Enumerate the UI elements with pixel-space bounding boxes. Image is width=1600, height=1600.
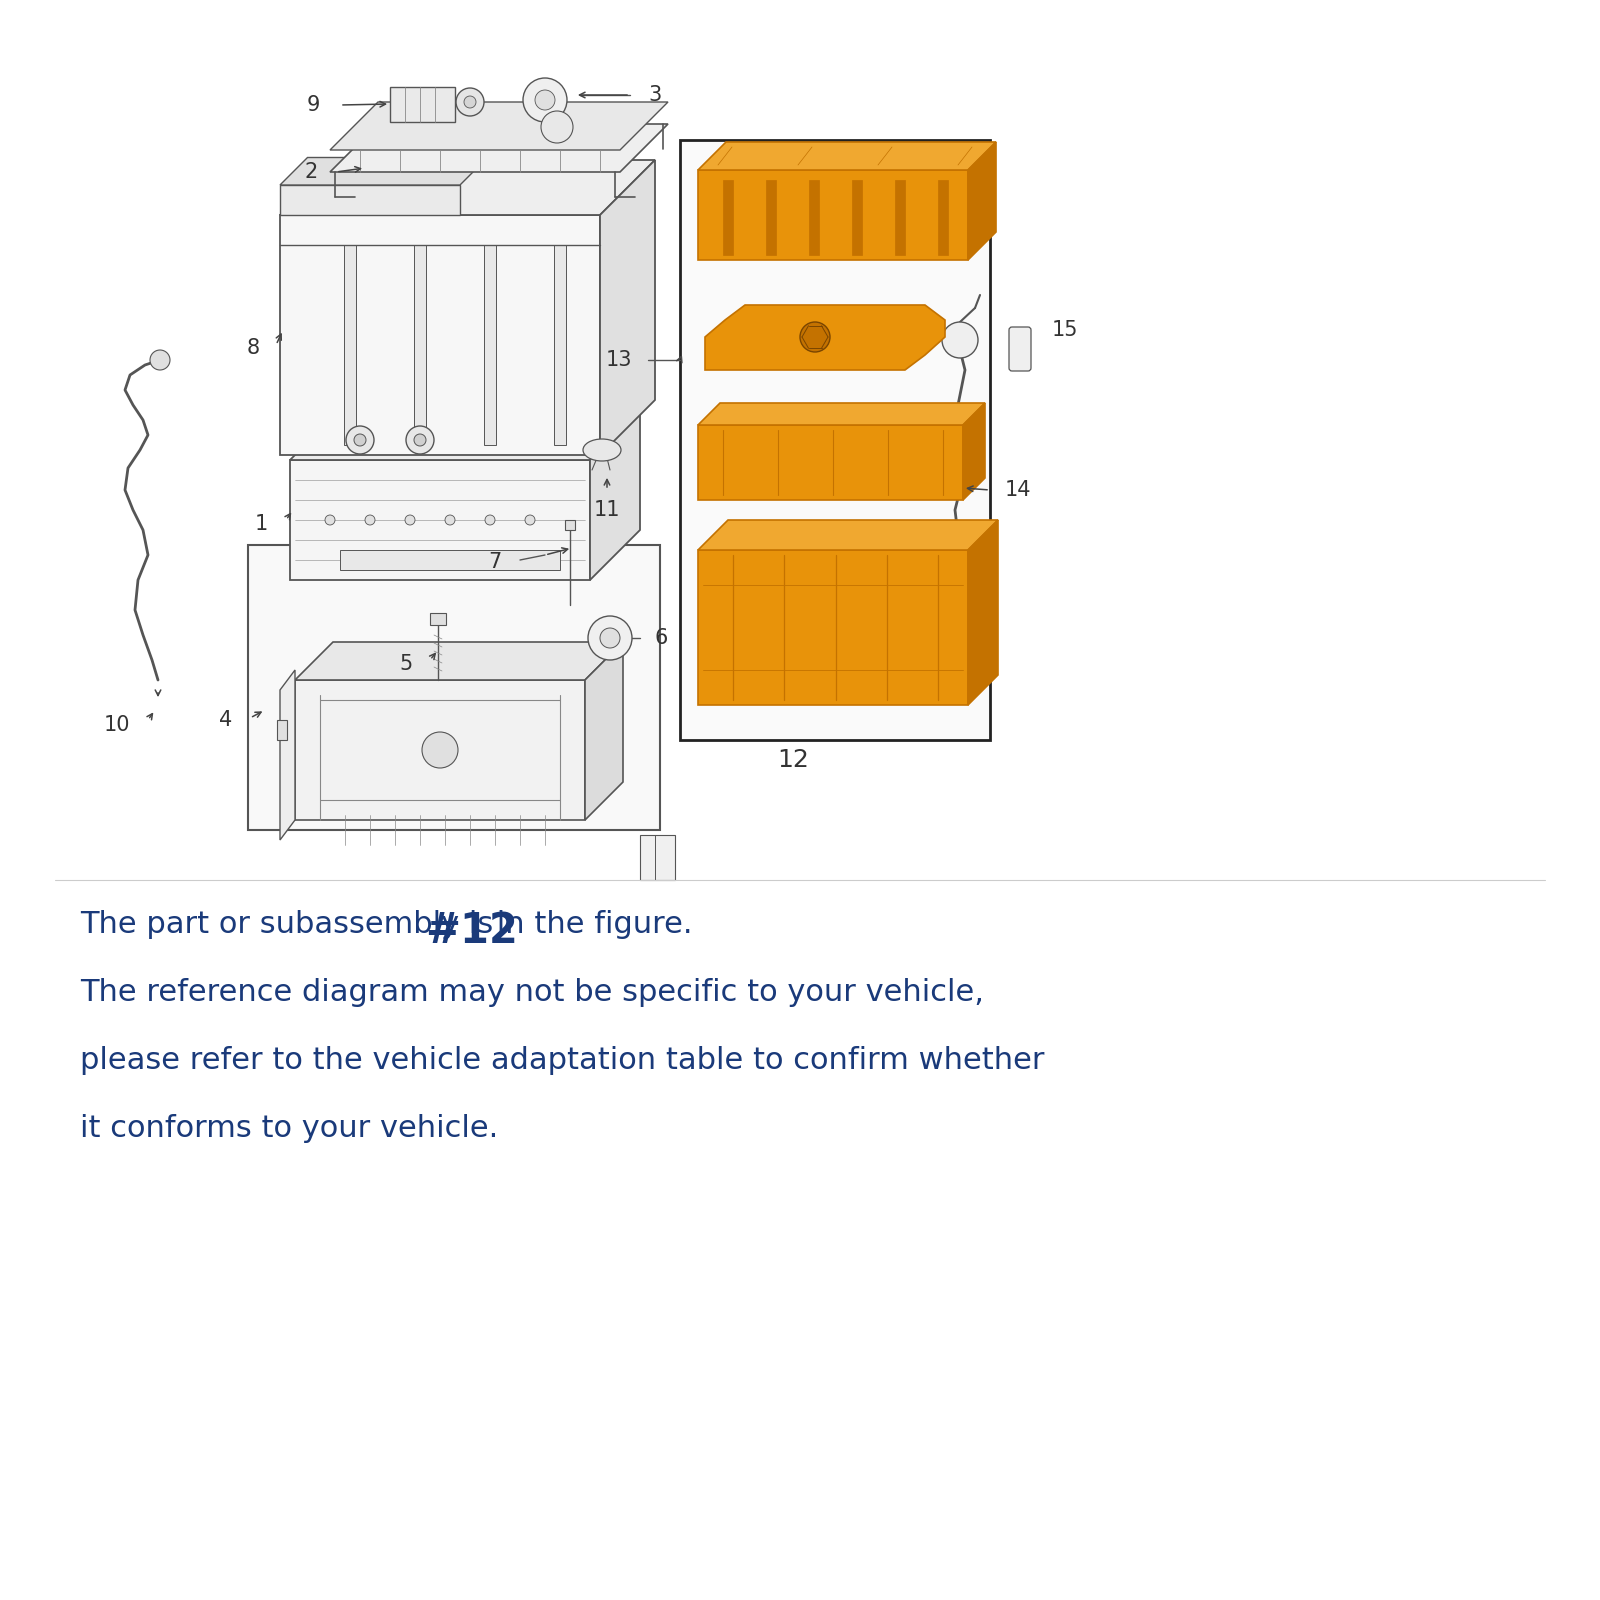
Circle shape <box>445 515 454 525</box>
Polygon shape <box>414 245 426 445</box>
Polygon shape <box>280 160 654 214</box>
Polygon shape <box>963 403 986 499</box>
Circle shape <box>406 426 434 454</box>
Circle shape <box>800 322 830 352</box>
Polygon shape <box>698 426 963 499</box>
Circle shape <box>354 434 366 446</box>
Polygon shape <box>938 179 947 254</box>
Text: 4: 4 <box>219 710 232 730</box>
Polygon shape <box>894 179 906 254</box>
Circle shape <box>325 515 334 525</box>
Polygon shape <box>294 642 622 680</box>
Polygon shape <box>706 306 946 370</box>
Polygon shape <box>698 520 998 550</box>
Circle shape <box>589 616 632 659</box>
Polygon shape <box>766 179 776 254</box>
Polygon shape <box>280 157 488 186</box>
Circle shape <box>523 78 566 122</box>
Polygon shape <box>640 835 675 880</box>
Text: 2: 2 <box>304 162 318 182</box>
Polygon shape <box>280 214 600 454</box>
Polygon shape <box>600 160 654 454</box>
Text: The reference diagram may not be specific to your vehicle,: The reference diagram may not be specifi… <box>80 978 984 1006</box>
Text: 1: 1 <box>254 514 269 534</box>
Text: 5: 5 <box>400 654 413 674</box>
Polygon shape <box>280 670 294 840</box>
Ellipse shape <box>582 438 621 461</box>
Polygon shape <box>248 546 661 830</box>
Circle shape <box>414 434 426 446</box>
Text: 7: 7 <box>488 552 502 573</box>
Text: 12: 12 <box>778 749 810 773</box>
Circle shape <box>365 515 374 525</box>
Polygon shape <box>483 245 496 445</box>
Circle shape <box>346 426 374 454</box>
Polygon shape <box>590 410 640 579</box>
Circle shape <box>405 515 414 525</box>
Polygon shape <box>277 720 286 739</box>
Circle shape <box>464 96 477 109</box>
Text: it conforms to your vehicle.: it conforms to your vehicle. <box>80 1114 498 1142</box>
Polygon shape <box>851 179 862 254</box>
Text: 14: 14 <box>1005 480 1032 499</box>
Polygon shape <box>290 410 640 461</box>
Text: 3: 3 <box>648 85 661 106</box>
Polygon shape <box>344 245 355 445</box>
Polygon shape <box>698 142 995 170</box>
Polygon shape <box>723 179 733 254</box>
Circle shape <box>942 322 978 358</box>
Polygon shape <box>698 403 986 426</box>
Circle shape <box>534 90 555 110</box>
FancyBboxPatch shape <box>565 520 574 530</box>
Polygon shape <box>698 170 968 259</box>
Polygon shape <box>330 102 669 150</box>
Polygon shape <box>280 186 461 214</box>
Polygon shape <box>810 179 819 254</box>
Polygon shape <box>698 550 968 706</box>
Text: 10: 10 <box>104 715 130 734</box>
Text: 15: 15 <box>1053 320 1078 341</box>
Text: 6: 6 <box>654 627 669 648</box>
Polygon shape <box>968 142 995 259</box>
Text: The part or subassembly is: The part or subassembly is <box>80 910 502 939</box>
Polygon shape <box>294 680 586 819</box>
Text: 13: 13 <box>605 350 632 370</box>
Circle shape <box>150 350 170 370</box>
Polygon shape <box>968 520 998 706</box>
Text: 11: 11 <box>594 499 621 520</box>
Circle shape <box>422 733 458 768</box>
Text: in the figure.: in the figure. <box>486 910 693 939</box>
FancyBboxPatch shape <box>1010 326 1030 371</box>
Circle shape <box>600 627 621 648</box>
Text: #12: #12 <box>426 910 518 952</box>
Polygon shape <box>330 125 669 171</box>
Text: 9: 9 <box>307 94 320 115</box>
Polygon shape <box>390 86 454 122</box>
Polygon shape <box>339 550 560 570</box>
FancyBboxPatch shape <box>430 613 446 626</box>
FancyBboxPatch shape <box>680 141 990 739</box>
Polygon shape <box>290 461 590 579</box>
Text: please refer to the vehicle adaptation table to confirm whether: please refer to the vehicle adaptation t… <box>80 1046 1045 1075</box>
Circle shape <box>525 515 534 525</box>
Text: 8: 8 <box>246 338 259 358</box>
Circle shape <box>485 515 494 525</box>
Circle shape <box>541 110 573 142</box>
Polygon shape <box>586 642 622 819</box>
Circle shape <box>456 88 483 117</box>
Polygon shape <box>554 245 566 445</box>
